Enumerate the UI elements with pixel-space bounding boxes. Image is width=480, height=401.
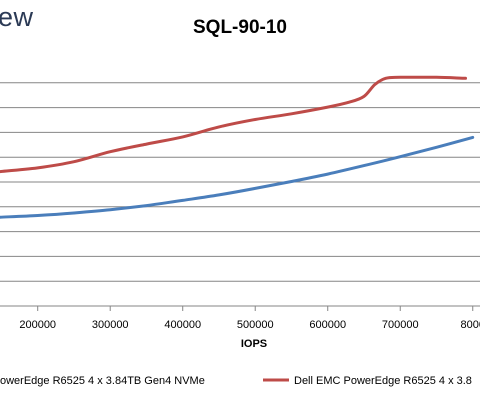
x-tick-label: 700000 [382, 319, 419, 331]
x-tick-label: 400000 [164, 319, 201, 331]
x-tick-label: 8000 [461, 319, 480, 331]
x-tick-label: 600000 [309, 319, 346, 331]
brand-logo-text: ew [0, 2, 34, 32]
x-tick-label: 500000 [237, 319, 274, 331]
legend-label-1: owerEdge R6525 4 x 3.84TB Gen4 NVMe [0, 375, 205, 387]
series-line-2 [0, 75, 467, 174]
chart-title: SQL-90-10 [193, 17, 287, 38]
gridlines [0, 82, 480, 282]
series-lines [0, 75, 475, 219]
x-tick-label: 300000 [92, 319, 129, 331]
series-line-1 [0, 135, 475, 219]
x-ticks: 200000 300000 400000 500000 600000 700000 8000 [19, 306, 480, 331]
x-axis-label: IOPS [241, 338, 267, 350]
legend-label-2: Dell EMC PowerEdge R6525 4 x 3.8 [294, 375, 472, 387]
x-tick-label: 200000 [19, 319, 56, 331]
legend: owerEdge R6525 4 x 3.84TB Gen4 NVMe Dell … [0, 375, 472, 387]
